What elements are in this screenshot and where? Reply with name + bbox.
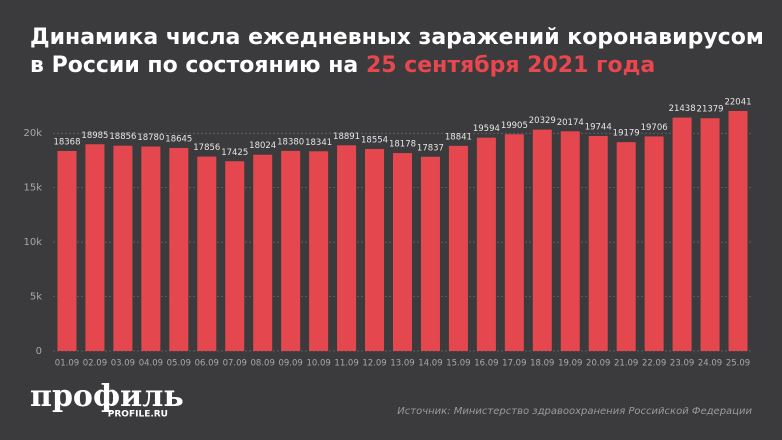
x-tick-label: 03.09 (111, 359, 135, 369)
bar (448, 145, 468, 351)
bar (616, 142, 636, 351)
value-label: 18341 (305, 138, 332, 148)
chart-title-line: в России по состоянию на (30, 53, 358, 78)
value-label: 20174 (557, 118, 584, 128)
value-label: 18554 (361, 135, 388, 145)
value-label: 21379 (697, 105, 724, 115)
x-tick-label: 14.09 (418, 359, 442, 369)
chart-title: в России по состоянию на 25 сентября 202… (30, 53, 655, 78)
bar (728, 110, 748, 351)
bar (504, 134, 524, 351)
value-label: 17837 (417, 143, 444, 153)
value-label: 21438 (669, 104, 696, 114)
x-tick-label: 21.09 (614, 359, 638, 369)
bar (392, 153, 413, 351)
x-tick-label: 08.09 (251, 359, 275, 369)
x-tick-label: 11.09 (334, 359, 358, 369)
bar (560, 131, 580, 351)
value-label: 22041 (724, 97, 751, 107)
value-label: 19744 (585, 123, 612, 133)
value-label: 18985 (81, 131, 108, 141)
x-tick-label: 22.09 (642, 359, 666, 369)
bar (672, 117, 692, 352)
x-tick-label: 06.09 (195, 359, 219, 369)
value-label: 18891 (333, 132, 360, 142)
bar (253, 154, 273, 351)
chart-title: Динамика числа ежедневных заражений коро… (30, 25, 764, 50)
value-label: 18856 (109, 132, 136, 142)
x-tick-label: 18.09 (530, 359, 554, 369)
value-label: 18780 (137, 133, 164, 143)
bar (85, 144, 105, 351)
x-tick-label: 07.09 (223, 359, 247, 369)
logo: профиль (30, 379, 184, 414)
value-label: 18841 (445, 132, 472, 142)
x-tick-label: 20.09 (586, 359, 610, 369)
bar (281, 150, 301, 351)
x-tick-label: 09.09 (278, 359, 302, 369)
x-tick-label: 19.09 (558, 359, 582, 369)
x-tick-label: 10.09 (306, 359, 330, 369)
bar (225, 161, 245, 351)
bar (644, 136, 664, 351)
bar (588, 136, 608, 351)
bar (141, 146, 161, 351)
bar (700, 118, 720, 351)
bar (197, 156, 217, 351)
bar (476, 137, 496, 351)
bar (169, 147, 189, 351)
x-tick-label: 05.09 (167, 359, 191, 369)
x-tick-label: 17.09 (502, 359, 526, 369)
value-label: 18380 (277, 137, 304, 147)
bar (57, 150, 77, 351)
source: Источник: Министерство здравоохранения Р… (397, 406, 752, 417)
value-label: 19594 (473, 124, 500, 134)
y-tick-label: 20k (23, 128, 42, 139)
x-tick-label: 04.09 (139, 359, 163, 369)
bar (532, 129, 552, 351)
value-label: 18645 (165, 134, 192, 144)
bar (420, 156, 440, 351)
value-label: 17856 (193, 143, 220, 153)
x-tick-label: 02.09 (83, 359, 107, 369)
value-label: 19179 (613, 129, 640, 139)
bar (113, 145, 133, 351)
value-label: 19706 (641, 123, 668, 133)
x-tick-label: 24.09 (698, 359, 722, 369)
x-tick-label: 16.09 (474, 359, 498, 369)
bar (337, 145, 357, 351)
y-tick-label: 10k (23, 237, 42, 248)
value-label: 17425 (221, 148, 248, 158)
bar (309, 151, 329, 351)
logo-sub: PROFILE.RU (108, 410, 168, 420)
x-tick-label: 25.09 (726, 359, 750, 369)
value-label: 18178 (389, 140, 416, 150)
y-tick-label: 5k (30, 292, 42, 303)
value-label: 18024 (249, 141, 276, 151)
bar (365, 148, 385, 351)
value-label: 20329 (529, 116, 556, 126)
x-tick-label: 12.09 (362, 359, 386, 369)
value-label: 19905 (501, 121, 528, 131)
x-tick-label: 23.09 (670, 359, 694, 369)
x-tick-label: 15.09 (446, 359, 470, 369)
y-tick-label: 15k (23, 183, 42, 194)
value-label: 18368 (53, 137, 80, 147)
y-tick-label: 0 (36, 346, 42, 357)
x-tick-label: 01.09 (55, 359, 79, 369)
chart-title-date: 25 сентября 2021 года (366, 53, 655, 78)
x-tick-label: 13.09 (390, 359, 414, 369)
